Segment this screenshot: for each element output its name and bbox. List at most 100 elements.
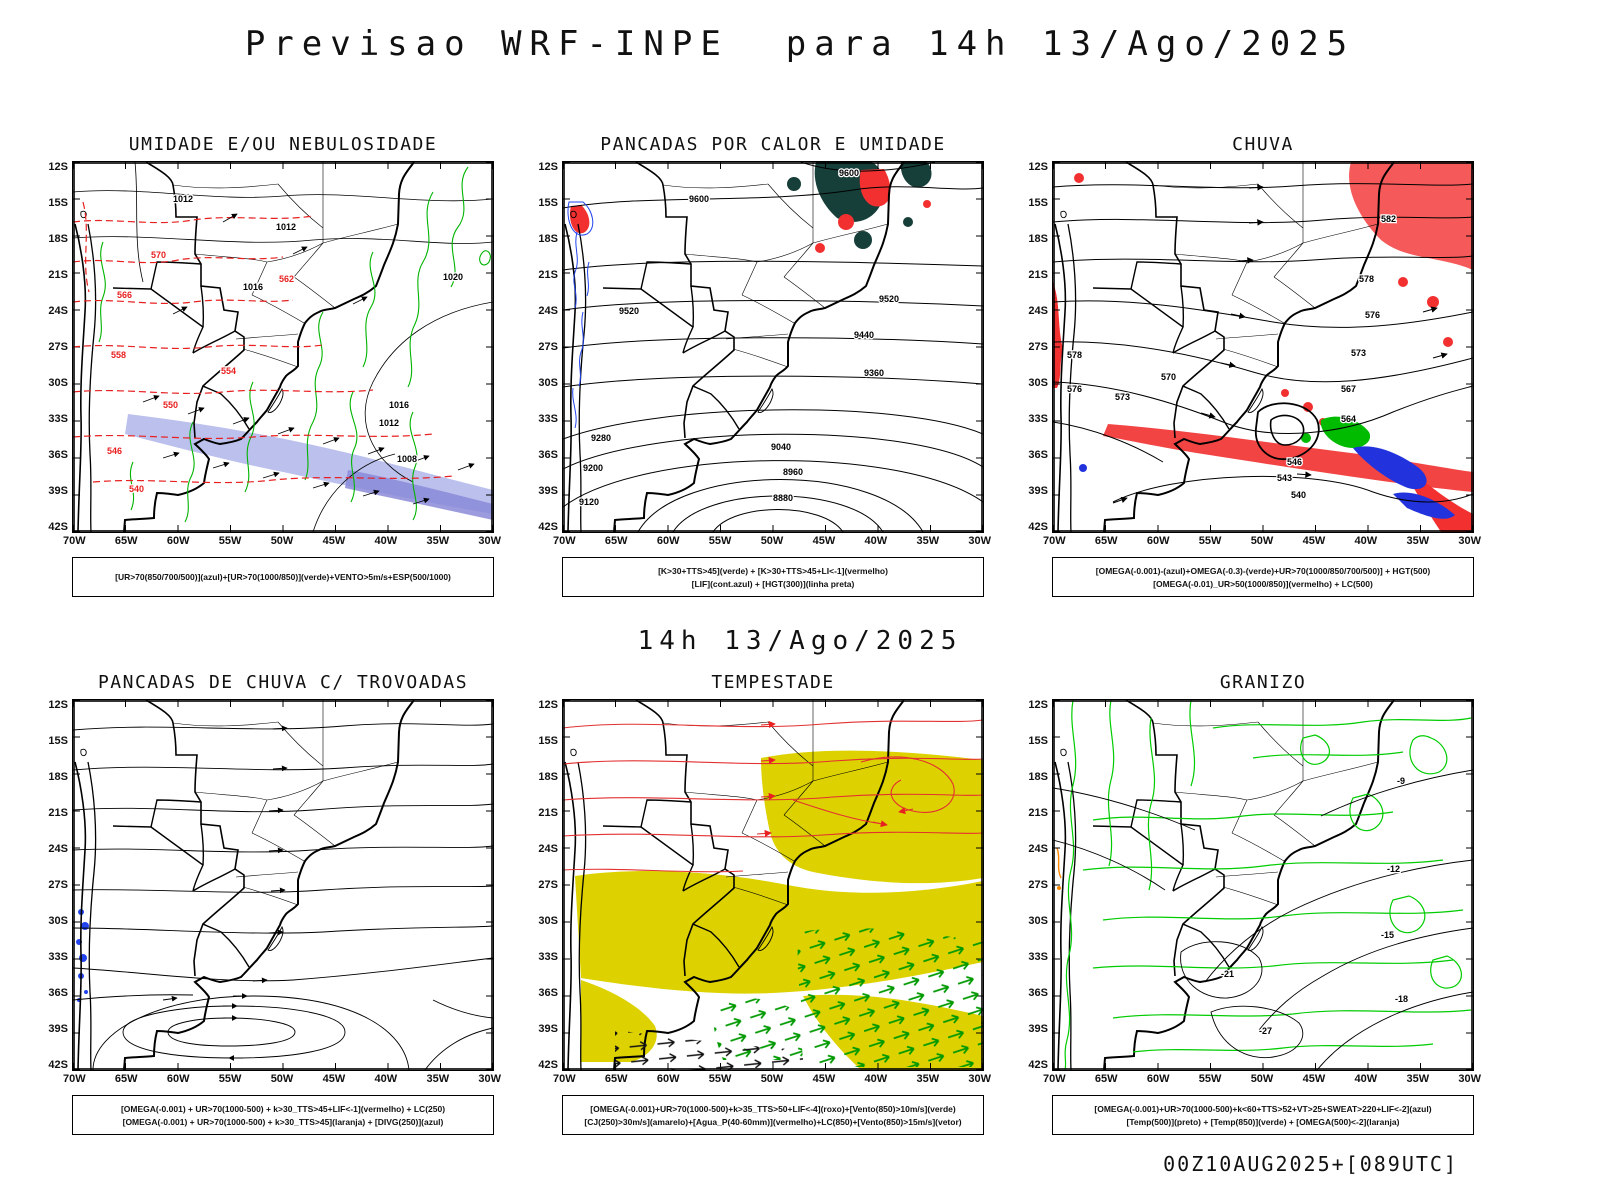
- lon-tick-label: 50W: [270, 1073, 294, 1085]
- contour-label: 550: [163, 400, 178, 410]
- lat-tick-label: 42S: [538, 521, 558, 533]
- lat-tick-label: 33S: [538, 951, 558, 963]
- map-tempestade: [562, 699, 984, 1071]
- contour-label: 1012: [276, 222, 296, 232]
- lat-tick-label: 33S: [48, 951, 68, 963]
- lat-tick-label: 27S: [538, 879, 558, 891]
- lat-tick-label: 12S: [538, 699, 558, 711]
- lat-axis: 12S 15S 18S 21S 24S 27S 30S 33S 36S 39S 42S: [40, 699, 72, 1071]
- lon-tick-label: 30W: [968, 1073, 991, 1085]
- lat-tick-label: 33S: [538, 413, 558, 425]
- caption-line: [K>30+TTS>45](verde) + [K>30+TTS>45+LI<-…: [658, 565, 888, 576]
- lat-tick-label: 33S: [1028, 951, 1048, 963]
- panel-title-trovoadas: PANCADAS DE CHUVA C/ TROVOADAS: [97, 672, 469, 693]
- lon-tick-label: 30W: [478, 1073, 501, 1085]
- omega-orange-marks: [1056, 847, 1062, 890]
- lon-tick-label: 70W: [63, 1073, 86, 1085]
- lon-tick-label: 55W: [708, 1073, 732, 1085]
- lat-tick-label: 33S: [1028, 413, 1048, 425]
- contour-label: 543: [1277, 473, 1292, 483]
- lat-tick-label: 18S: [48, 771, 68, 783]
- lon-tick-label: 35W: [916, 535, 940, 547]
- contour-label: 9440: [854, 330, 874, 340]
- contour-label: 578: [1067, 350, 1082, 360]
- red-streamlines: [563, 719, 983, 873]
- lon-tick-label: 45W: [1302, 1073, 1326, 1085]
- lat-tick-label: 36S: [48, 987, 68, 999]
- contour-label: 578: [1359, 274, 1374, 284]
- panel-title-umidade: UMIDADE E/OU NEBULOSIDADE: [128, 134, 438, 155]
- contour-label: 9520: [619, 306, 639, 316]
- contour-label: 573: [1115, 392, 1130, 402]
- contour-label: -9: [1397, 776, 1405, 786]
- lat-tick-label: 18S: [1028, 233, 1048, 245]
- lon-tick-label: 35W: [426, 1073, 450, 1085]
- lat-tick-label: 39S: [1028, 485, 1048, 497]
- lat-tick-label: 30S: [538, 915, 558, 927]
- lon-tick-label: 55W: [218, 535, 242, 547]
- lon-tick-label: 35W: [426, 535, 450, 547]
- lat-tick-label: 42S: [48, 1059, 68, 1071]
- upper-humidity-shading: [125, 414, 493, 520]
- contour-label: 562: [279, 274, 294, 284]
- lat-tick-label: 27S: [538, 341, 558, 353]
- lat-tick-label: 42S: [1028, 521, 1048, 533]
- contour-label: 573: [1351, 348, 1366, 358]
- lon-tick-label: 60W: [656, 1073, 680, 1085]
- lon-tick-label: 55W: [708, 535, 732, 547]
- lon-tick-label: 50W: [1250, 535, 1274, 547]
- lat-tick-label: 30S: [48, 377, 68, 389]
- green-humidity-contours: [98, 166, 491, 523]
- contour-label: 1016: [389, 400, 409, 410]
- lon-tick-label: 60W: [656, 535, 680, 547]
- panel-trovoadas: PANCADAS DE CHUVA C/ TROVOADAS 12S 15S 18S…: [40, 672, 501, 1135]
- lat-tick-label: 18S: [538, 771, 558, 783]
- lc250-streamlines: [73, 723, 493, 1070]
- contour-label: 567: [1341, 384, 1356, 394]
- contour-label: -18: [1395, 994, 1408, 1004]
- lat-tick-label: 18S: [538, 233, 558, 245]
- map-pancadas-calor: 9600 9600 9520 9520 9440 9360 9280 9200 9120 9040…: [562, 161, 984, 533]
- contour-label: 540: [129, 484, 144, 494]
- caption-trovoadas: [OMEGA(-0.001) + UR>70(1000-500) + k>30_…: [72, 1095, 494, 1135]
- caption-line: [OMEGA(-0.001) + UR>70(1000-500) + k>30_…: [120, 1103, 446, 1114]
- lat-tick-label: 15S: [538, 197, 558, 209]
- panel-title-granizo: GRANIZO: [1219, 672, 1307, 693]
- lat-tick-label: 36S: [538, 449, 558, 461]
- contour-label: 9360: [864, 368, 884, 378]
- lon-tick-label: 45W: [812, 1073, 836, 1085]
- lat-tick-label: 15S: [48, 197, 68, 209]
- lat-tick-label: 36S: [538, 987, 558, 999]
- lon-tick-label: 65W: [114, 535, 138, 547]
- streamline-arrows: [1112, 184, 1448, 504]
- lat-tick-label: 15S: [1028, 735, 1048, 747]
- contour-label: 1012: [379, 418, 399, 428]
- contour-label: 576: [1365, 310, 1380, 320]
- lat-tick-label: 36S: [1028, 987, 1048, 999]
- lat-tick-label: 21S: [1028, 807, 1048, 819]
- lat-tick-label: 39S: [538, 485, 558, 497]
- panel-granizo: GRANIZO 12S 15S 18S 21S 24S 27S 30S 33S 36S 39S 42…: [1020, 672, 1481, 1135]
- lon-axis: 70W 65W 60W 55W 50W 45W 40W 35W 30W: [553, 1073, 991, 1085]
- panel-row-top: UMIDADE E/OU NEBULOSIDADE 12S 15S 18S 21S 24…: [40, 134, 1481, 597]
- black-wind-vector-field: [615, 1030, 803, 1070]
- lat-tick-label: 27S: [1028, 879, 1048, 891]
- panel-row-bottom: PANCADAS DE CHUVA C/ TROVOADAS 12S 15S 18S…: [40, 672, 1481, 1135]
- lat-tick-label: 42S: [1028, 1059, 1048, 1071]
- lat-tick-label: 15S: [538, 735, 558, 747]
- contour-label: -15: [1381, 930, 1394, 940]
- contour-labels: 582 578 576 573 567 564 578 576 573 570 546 543 540: [1066, 213, 1398, 502]
- lon-tick-label: 40W: [1354, 535, 1378, 547]
- contour-label: 564: [1341, 414, 1356, 424]
- contour-label: 1008: [397, 454, 417, 464]
- contour-labels: 1012 1012 1016 1020 1016 1012 1008 570 566 562 558…: [106, 193, 465, 496]
- hgt300-contours: [563, 162, 983, 532]
- lon-tick-label: 55W: [1198, 1073, 1222, 1085]
- instability-patches-green: [787, 162, 932, 249]
- contour-label: 1016: [243, 282, 263, 292]
- contour-label: 576: [1067, 384, 1082, 394]
- contour-label: 558: [111, 350, 126, 360]
- lon-tick-label: 40W: [864, 1073, 888, 1085]
- caption-line: [OMEGA(-0.001)+UR>70(1000-500)+k<60+TTS>…: [1094, 1103, 1432, 1114]
- lat-tick-label: 42S: [48, 521, 68, 533]
